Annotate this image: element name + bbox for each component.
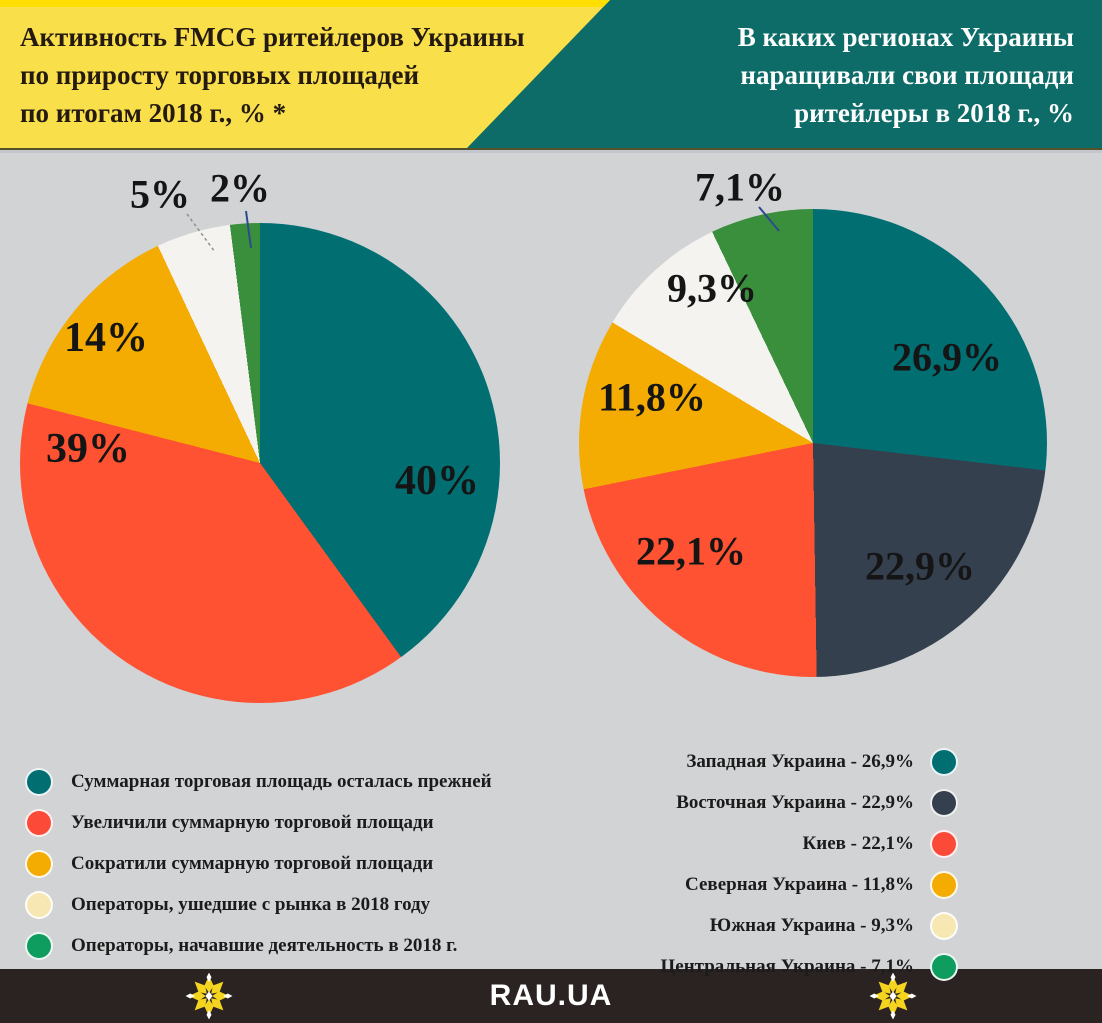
pie2-slice-label: 22,1% [636, 528, 746, 574]
pie2-slice-label: 7,1% [695, 164, 785, 210]
legend-label: Восточная Украина - 22,9% [676, 792, 914, 813]
header-divider-dark [0, 148, 1102, 150]
legend-label: Операторы, начавшие деятельность в 2018 … [71, 935, 458, 956]
right-title-line: В каких регионах Украины [737, 22, 1074, 52]
header-banner: Активность FMCG ритейлеров Украины по пр… [0, 0, 1102, 148]
legend-label: Южная Украина - 9,3% [709, 915, 914, 936]
legend-item: Восточная Украина - 22,9% [660, 789, 958, 817]
footer-bar: RAU.UA [0, 969, 1102, 1023]
legend-left: Суммарная торговая площадь осталась преж… [25, 768, 492, 973]
legend-label: Центральная Украина - 7,1% [660, 956, 914, 977]
legend-swatch-orange [930, 830, 958, 858]
pie2-slice-label: 11,8% [598, 374, 706, 420]
legend-label: Операторы, ушедшие с рынка в 2018 году [71, 894, 431, 915]
pie2-slice-label: 9,3% [667, 265, 757, 311]
legend-item: Киев - 22,1% [660, 830, 958, 858]
legend-label: Северная Украина - 11,8% [685, 874, 914, 895]
pie1-slice-label: 40% [395, 458, 479, 504]
legend-swatch-cream [25, 891, 53, 919]
left-title-line: по итогам 2018 г., % * [20, 98, 287, 128]
left-title-line: Активность FMCG ритейлеров Украины [20, 22, 525, 52]
pie-chart-fmcg-activity [20, 223, 500, 703]
legend-item: Южная Украина - 9,3% [660, 912, 958, 940]
legend-swatch-cream [930, 912, 958, 940]
pie2-slice-label: 22,9% [865, 543, 975, 589]
legend-swatch-amber [25, 850, 53, 878]
pie1-slice-label: 14% [64, 315, 148, 361]
right-chart-title: В каких регионах Украины наращивали свои… [738, 18, 1074, 132]
legend-right: Западная Украина - 26,9% Восточная Украи… [660, 748, 958, 994]
legend-item: Центральная Украина - 7,1% [660, 953, 958, 981]
legend-item: Сократили суммарную торговой площади [25, 850, 492, 878]
legend-item: Увеличили суммарную торговой площади [25, 809, 492, 837]
legend-item: Западная Украина - 26,9% [660, 748, 958, 776]
legend-item: Операторы, ушедшие с рынка в 2018 году [25, 891, 492, 919]
legend-item: Северная Украина - 11,8% [660, 871, 958, 899]
folk-star-icon [185, 972, 233, 1020]
right-title-line: наращивали свои площади [740, 60, 1074, 90]
pie1-slice-label: 39% [46, 426, 130, 472]
pie1-slice-label: 5% [130, 171, 190, 217]
legend-swatch-teal [25, 768, 53, 796]
legend-label: Увеличили суммарную торговой площади [71, 812, 434, 833]
pie2-slice-label: 26,9% [892, 334, 1002, 380]
header-top-strip [0, 0, 610, 7]
legend-swatch-green [25, 932, 53, 960]
header-divider-light [0, 150, 1102, 153]
legend-label: Киев - 22,1% [802, 833, 915, 854]
legend-item: Операторы, начавшие деятельность в 2018 … [25, 932, 492, 960]
left-chart-title: Активность FMCG ритейлеров Украины по пр… [20, 18, 525, 132]
legend-swatch-slate [930, 789, 958, 817]
pie-chart-regions [579, 209, 1047, 677]
legend-label: Суммарная торговая площадь осталась преж… [71, 771, 492, 792]
legend-swatch-green [930, 953, 958, 981]
folk-star-icon [869, 972, 917, 1020]
legend-swatch-amber [930, 871, 958, 899]
pie1-slice-label: 2% [210, 165, 270, 211]
header-yellow-panel [0, 0, 610, 148]
legend-swatch-teal [930, 748, 958, 776]
left-title-line: по приросту торговых площадей [20, 60, 420, 90]
legend-swatch-orange [25, 809, 53, 837]
legend-item: Суммарная торговая площадь осталась преж… [25, 768, 492, 796]
brand-logo-text: RAU.UA [489, 979, 613, 1012]
right-title-line: ритейлеры в 2018 г., % [794, 98, 1074, 128]
legend-label: Сократили суммарную торговой площади [71, 853, 434, 874]
legend-label: Западная Украина - 26,9% [686, 751, 914, 772]
